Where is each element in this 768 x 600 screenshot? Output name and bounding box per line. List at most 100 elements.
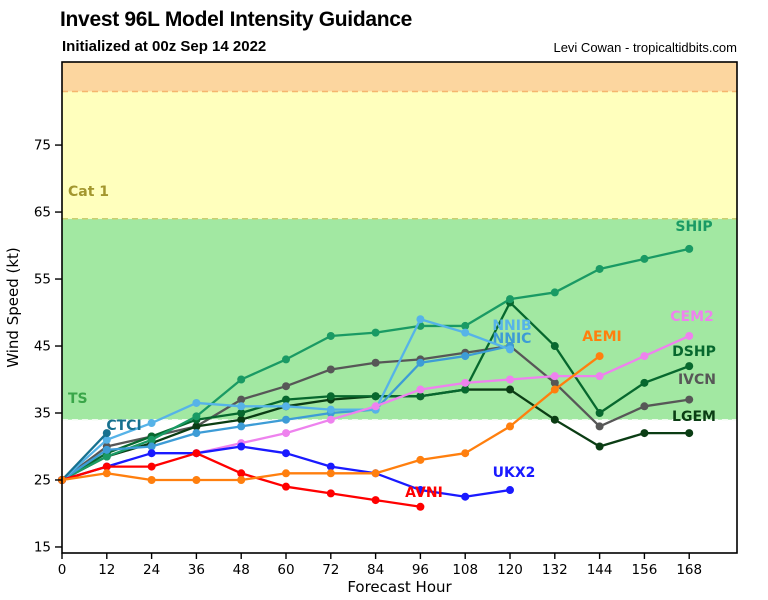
data-point-UKX2 (461, 492, 470, 501)
chart-subtitle: Initialized at 00z Sep 14 2022 (62, 38, 267, 55)
data-point-SHIP (685, 244, 694, 253)
data-point-NNIB (461, 328, 470, 337)
series-label-NNIC: NNIC (493, 331, 532, 347)
data-point-AVNI (416, 502, 425, 511)
data-point-CEM2 (416, 385, 425, 394)
data-point-UKX2 (416, 486, 425, 495)
data-point-LGEM (237, 415, 246, 424)
data-point-DSHP (282, 395, 291, 404)
data-point-IVCN (595, 422, 604, 431)
x-tick-label-24: 24 (143, 562, 160, 578)
x-tick-label-168: 168 (676, 562, 702, 578)
zone-label-ts: TS (68, 391, 88, 407)
data-point-AVNI (102, 462, 111, 471)
data-point-DSHP (595, 409, 604, 418)
data-point-LGEM (192, 422, 201, 431)
band-cat2 (62, 62, 737, 92)
data-point-LGEM (595, 442, 604, 451)
data-point-DSHP (640, 378, 649, 387)
data-point-CEM2 (371, 402, 380, 411)
data-point-AEMI (416, 455, 425, 464)
data-point-CEM2 (550, 372, 559, 381)
data-point-DSHP (326, 392, 335, 401)
y-tick-label-65: 65 (34, 205, 51, 221)
data-point-NNIC (237, 422, 246, 431)
y-tick-label-55: 55 (34, 272, 51, 288)
data-point-IVCN (282, 382, 291, 391)
series-label-LGEM: LGEM (672, 409, 716, 425)
data-point-CEM2 (685, 331, 694, 340)
y-tick-label-75: 75 (34, 138, 51, 154)
data-point-CEM2 (506, 375, 515, 384)
data-point-IVCN (237, 395, 246, 404)
data-point-IVCN (326, 365, 335, 374)
data-point-NNIB (237, 402, 246, 411)
data-point-AVNI (147, 462, 156, 471)
data-point-AEMI (102, 469, 111, 478)
data-point-IVCN (371, 358, 380, 367)
data-point-UKX2 (282, 449, 291, 458)
x-tick-label-144: 144 (587, 562, 613, 578)
series-label-DSHP: DSHP (672, 344, 716, 360)
data-point-NNIB (326, 405, 335, 414)
data-point-SHIP (595, 264, 604, 273)
data-point-AVNI (237, 469, 246, 478)
plot-border (61, 61, 738, 554)
data-point-NNIC (461, 352, 470, 361)
data-point-NNIC (147, 442, 156, 451)
data-point-AEMI (282, 469, 291, 478)
data-point-AEMI (371, 469, 380, 478)
data-point-NNIC (282, 415, 291, 424)
wind-speed-axis-label: Wind Speed (kt) (4, 247, 22, 368)
data-point-AVNI (282, 482, 291, 491)
data-point-CEM2 (640, 352, 649, 361)
axis-ticks: 0 12 24 36 48 60 72 84 96 108 120 132 144 156 168 15 25 3… (34, 138, 702, 578)
data-point-AEMI (506, 422, 515, 431)
series-label-SHIP: SHIP (675, 219, 712, 235)
data-point-IVCN (640, 402, 649, 411)
category-bands (62, 62, 737, 420)
data-point-AEMI (461, 449, 470, 458)
data-point-NNIC (416, 358, 425, 367)
x-tick-label-132: 132 (542, 562, 568, 578)
data-point-SHIP (550, 288, 559, 297)
y-tick-label-45: 45 (34, 339, 51, 355)
x-tick-label-12: 12 (98, 562, 115, 578)
data-point-CEM2 (595, 372, 604, 381)
data-point-SHIP (102, 452, 111, 461)
data-point-UKX2 (147, 449, 156, 458)
x-tick-label-84: 84 (367, 562, 384, 578)
chart-title: Invest 96L Model Intensity Guidance (60, 8, 413, 31)
series-label-UKX2: UKX2 (493, 465, 536, 481)
x-tick-label-96: 96 (412, 562, 429, 578)
data-point-DSHP (461, 385, 470, 394)
data-point-AEMI (595, 352, 604, 361)
x-tick-label-60: 60 (277, 562, 294, 578)
forecast-hour-axis-label: Forecast Hour (347, 578, 452, 596)
data-point-IVCN (685, 395, 694, 404)
series-label-AEMI: AEMI (582, 329, 622, 345)
data-point-UKX2 (326, 462, 335, 471)
data-point-SHIP (192, 412, 201, 421)
series-label-CTCI: CTCI (106, 418, 141, 434)
series-line-CEM2 (196, 334, 690, 455)
x-tick-label-156: 156 (632, 562, 658, 578)
series-label-AVNI: AVNI (405, 485, 443, 501)
data-point-LGEM (685, 429, 694, 438)
data-point-AEMI (550, 385, 559, 394)
data-point-AEMI (147, 475, 156, 484)
data-point-NNIB (282, 402, 291, 411)
data-point-LGEM (640, 429, 649, 438)
data-point-NNIC (192, 429, 201, 438)
x-tick-label-48: 48 (233, 562, 250, 578)
data-point-DSHP (416, 392, 425, 401)
data-point-NNIB (416, 315, 425, 324)
y-tick-label-25: 25 (34, 472, 51, 488)
data-point-UKX2 (506, 486, 515, 495)
series-line-CTCI (61, 432, 108, 481)
data-point-SHIP (237, 375, 246, 384)
y-tick-label-15: 15 (34, 539, 51, 555)
x-tick-label-108: 108 (452, 562, 478, 578)
y-tick-label-35: 35 (34, 406, 51, 422)
